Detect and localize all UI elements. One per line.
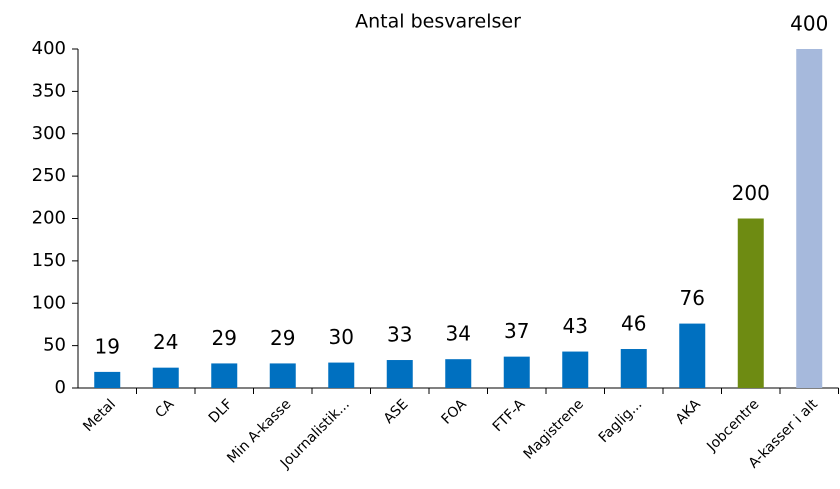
x-tick-label: AKA — [673, 396, 704, 427]
bar — [679, 323, 706, 388]
bar — [503, 356, 530, 388]
bar — [445, 359, 472, 388]
x-tick-label: Metal — [80, 396, 119, 435]
x-tick-label: ASE — [381, 396, 412, 427]
y-tick-label: 300 — [32, 123, 66, 144]
bar — [737, 218, 764, 388]
bar — [620, 349, 647, 388]
bar — [328, 362, 355, 388]
y-tick-label: 350 — [32, 80, 66, 101]
data-label: 29 — [212, 326, 237, 350]
y-tick-label: 50 — [43, 335, 66, 356]
data-label: 43 — [563, 314, 588, 338]
x-tick-label: Jobcentre — [703, 396, 762, 455]
bar — [796, 49, 823, 388]
bar — [152, 367, 179, 388]
x-tick-label: Faglig... — [596, 396, 646, 446]
bar — [269, 363, 296, 388]
data-label: 30 — [329, 325, 354, 349]
y-tick-label: 400 — [32, 38, 66, 59]
data-label: 46 — [621, 312, 646, 336]
data-label: 19 — [95, 334, 120, 358]
data-label: 29 — [270, 326, 295, 350]
x-tick-label: CA — [152, 396, 177, 421]
x-tick-label: Magistrene — [521, 396, 587, 462]
bar — [386, 360, 413, 388]
y-tick-label: 0 — [55, 377, 66, 398]
data-label: 200 — [732, 181, 770, 205]
y-tick-label: 250 — [32, 165, 66, 186]
y-tick-label: 100 — [32, 292, 66, 313]
data-label: 34 — [446, 322, 471, 346]
bar — [562, 351, 589, 388]
data-label: 37 — [504, 319, 529, 343]
y-tick-label: 150 — [32, 250, 66, 271]
data-label: 76 — [680, 286, 705, 310]
data-label: 24 — [153, 330, 178, 354]
data-label: 400 — [790, 12, 828, 36]
bar — [211, 363, 238, 388]
x-tick-label: FOA — [439, 396, 471, 428]
bar — [94, 371, 121, 388]
y-tick-label: 200 — [32, 208, 66, 229]
data-label: 33 — [387, 323, 412, 347]
x-tick-label: FTF-A — [490, 396, 529, 435]
chart-title: Antal besvarelser — [355, 11, 521, 33]
x-tick-label: DLF — [206, 396, 236, 426]
